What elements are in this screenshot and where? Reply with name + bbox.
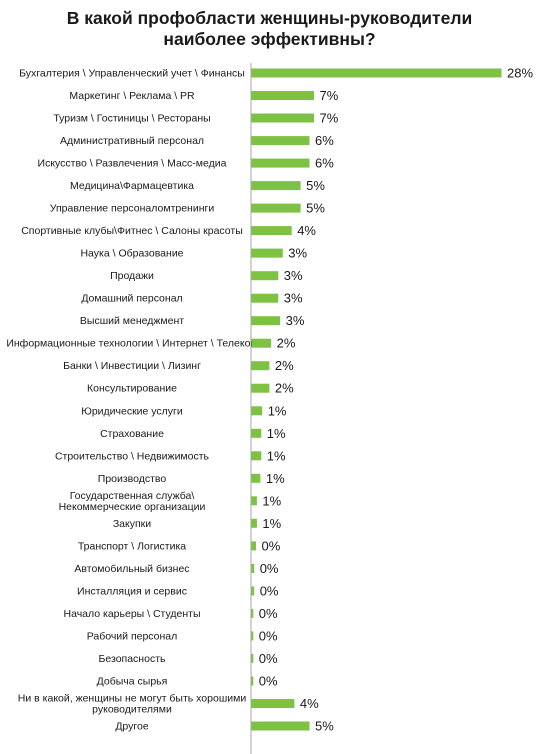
category-label: Искусство \ Развлечения \ Масс-медиа [38,158,227,170]
value-label: 6% [315,156,334,171]
bar [251,653,254,663]
bar [251,428,262,438]
value-label: 5% [306,201,325,216]
bar [251,68,502,78]
category-label: Инсталляция и сервис [77,585,187,597]
value-label: 0% [260,561,279,576]
chart-title-line-1: В какой профобласти женщины-руководители [66,8,473,28]
value-label: 5% [315,719,334,734]
bar [251,248,283,258]
value-label: 0% [259,651,278,666]
category-label: Медицина\Фармацевтика [70,180,194,192]
bar [251,631,254,641]
bar [251,608,254,618]
category-label: Консультирование [87,383,177,395]
bar [251,676,254,686]
bar [251,541,256,551]
category-label: Государственная служба\ Некоммерческие ор… [59,490,206,513]
category-label: Бухгалтерия \ Управленческий учет \ Фина… [19,68,245,80]
bar [251,451,262,461]
value-label: 1% [262,493,281,508]
value-label: 3% [286,313,305,328]
chart-title-line-2: наиболее эффективны? [163,29,376,49]
value-label: 1% [267,426,286,441]
bar [251,406,263,416]
category-label: Строительство \ Недвижимость [55,450,210,462]
value-label: 1% [267,448,286,463]
category-label: Страхование [100,428,164,440]
bar [251,136,310,146]
value-label: 28% [507,66,533,81]
value-label: 0% [259,628,278,643]
value-label: 3% [284,291,303,306]
category-label: Спортивные клубы\Фитнес \ Салоны красоты [21,225,243,237]
bar [251,316,281,326]
bar [251,158,310,168]
value-label: 2% [275,358,294,373]
value-label: 0% [260,583,279,598]
category-label: Административный персонал [60,135,204,147]
bar [251,361,270,371]
bar [251,518,257,528]
value-label: 4% [297,223,316,238]
value-label: 4% [300,696,319,711]
bar [251,271,279,281]
category-label: Продажи [110,270,154,282]
bar [251,473,261,483]
category-label: Домашний персонал [81,293,182,305]
value-label: 2% [275,381,294,396]
value-label: 0% [259,606,278,621]
category-label: Управление персоналомтренинги [50,203,215,215]
value-label: 7% [320,88,339,103]
category-label: Автомобильный бизнес [74,563,189,575]
bar [251,383,270,393]
category-label: Наука \ Образование [80,248,183,260]
value-label: 7% [320,111,339,126]
category-label: Туризм \ Гостиницы \ Рестораны [53,113,210,125]
bar [251,293,279,303]
category-label: Ни в какой, женщины не могут быть хороши… [18,693,247,716]
category-label: Производство [98,473,167,485]
category-label: Транспорт \ Логистика [78,540,186,552]
category-label: Банки \ Инвестиции \ Лизинг [63,360,201,372]
category-label: Другое [115,721,149,733]
category-label: Добыча сырья [97,676,168,688]
bar [251,338,272,348]
category-label: Закупки [113,518,151,530]
category-label: Высший менеджмент [80,315,184,327]
bar [251,721,310,731]
bar [251,226,292,236]
category-label: Юридические услуги [81,405,183,417]
bar [251,586,255,596]
value-label: 1% [262,516,281,531]
bar [251,496,257,506]
value-label: 0% [259,674,278,689]
category-label: Начало карьеры \ Студенты [64,608,201,620]
value-label: 2% [277,336,296,351]
bar [251,563,255,573]
category-label: Безопасность [99,653,167,665]
bar [251,113,314,123]
bar [251,203,301,213]
chart-title: В какой профобласти женщины-руководители… [0,8,539,50]
bar [251,699,295,708]
category-label: Рабочий персонал [87,630,178,642]
value-label: 5% [306,178,325,193]
value-label: 0% [262,538,281,553]
value-label: 3% [284,268,303,283]
bar [251,91,314,100]
category-label: Информационные технологии \ Интернет \ Т… [6,338,257,350]
value-label: 1% [268,403,287,418]
bar [251,181,301,191]
category-label: Маркетинг \ Реклама \ PR [69,90,195,102]
value-label: 3% [288,246,307,261]
value-label: 6% [315,133,334,148]
value-label: 1% [266,471,285,486]
